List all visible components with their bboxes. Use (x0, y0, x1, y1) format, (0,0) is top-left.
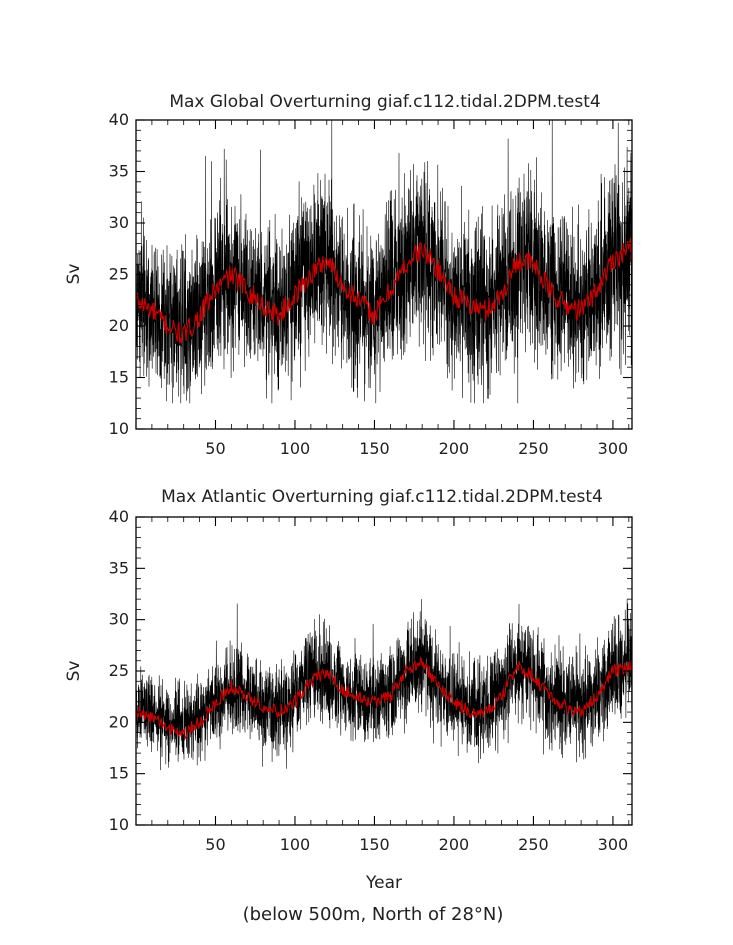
y-tick-label: 35 (109, 558, 129, 577)
x-axis-label: Year (365, 873, 402, 893)
y-tick-label: 25 (109, 661, 129, 680)
monthly-series-line (136, 599, 632, 771)
x-tick-label: 150 (359, 439, 390, 458)
y-tick-label: 10 (109, 815, 129, 834)
x-tick-label: 200 (439, 439, 470, 458)
x-tick-label: 200 (439, 835, 470, 854)
x-tick-label: 100 (280, 439, 311, 458)
y-axis-label: Sv (64, 264, 84, 285)
y-tick-label: 30 (109, 610, 129, 629)
panel-title: Max Global Overturning giaf.c112.tidal.2… (169, 92, 600, 112)
x-tick-label: 250 (518, 439, 549, 458)
global-overturning-panel: Max Global Overturning giaf.c112.tidal.2… (64, 92, 633, 458)
x-tick-label: 100 (280, 835, 311, 854)
x-tick-label: 300 (598, 439, 629, 458)
axis-ticks: 10 15 20 25 30 35 40 50 100 150 200 250 300 (109, 507, 632, 854)
y-tick-label: 25 (109, 265, 129, 284)
x-tick-label: 150 (359, 835, 390, 854)
footnote: (below 500m, North of 28°N) (243, 904, 504, 925)
y-tick-label: 35 (109, 162, 129, 181)
y-tick-label: 40 (109, 507, 129, 526)
x-tick-label: 50 (205, 835, 225, 854)
panel-title: Max Atlantic Overturning giaf.c112.tidal… (161, 487, 603, 507)
y-tick-label: 20 (109, 712, 129, 731)
y-tick-label: 15 (109, 368, 129, 387)
x-tick-label: 300 (598, 835, 629, 854)
atlantic-overturning-panel: Max Atlantic Overturning giaf.c112.tidal… (64, 487, 633, 893)
monthly-series-line (136, 120, 632, 404)
smoothed-series-line (136, 237, 632, 344)
y-tick-label: 15 (109, 764, 129, 783)
axis-ticks: 10 15 20 25 30 35 40 50 100 150 200 250 300 (109, 110, 632, 458)
y-tick-label: 40 (109, 110, 129, 129)
x-tick-label: 250 (518, 835, 549, 854)
smoothed-series-line (136, 656, 632, 740)
y-tick-label: 10 (109, 419, 129, 438)
plot-area (136, 599, 632, 771)
x-tick-label: 50 (205, 439, 225, 458)
y-axis-label: Sv (64, 661, 84, 682)
y-tick-label: 30 (109, 213, 129, 232)
y-tick-label: 20 (109, 316, 129, 335)
plot-area (136, 120, 632, 404)
